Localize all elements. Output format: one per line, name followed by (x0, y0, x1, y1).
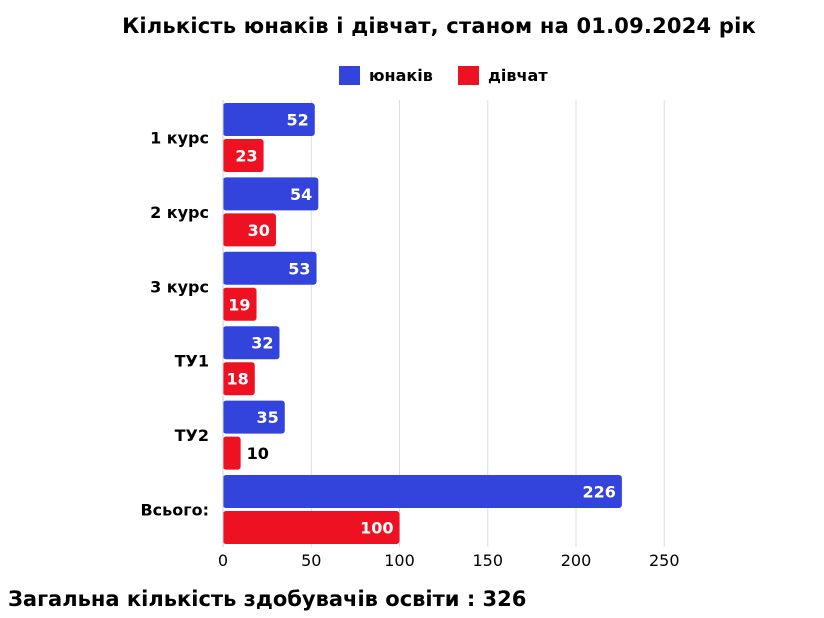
axes: 0 50 100 150 200 250 1 курс 2 курс 3 курс ТУ1 ТУ2 В… (140, 100, 680, 570)
category-label: ТУ1 (175, 352, 209, 371)
data-label: 23 (235, 147, 257, 166)
x-tick-label: 100 (384, 551, 415, 570)
total-students-summary: Загальна кількість здобувачів освіти : 3… (8, 587, 527, 611)
category-label: Всього: (140, 501, 209, 520)
bar-boys (223, 251, 317, 285)
data-label: 226 (582, 483, 615, 502)
bar-boys (223, 475, 622, 508)
chart-title: Кількість юнаків і дівчат, станом на 01.… (122, 14, 756, 38)
legend-swatch (339, 66, 360, 85)
data-label: 52 (287, 111, 309, 130)
bar-boys (223, 400, 285, 434)
bar-boys (223, 326, 280, 360)
bar-girls (223, 213, 276, 247)
x-tick-label: 250 (649, 551, 680, 570)
bar-girls (223, 139, 264, 172)
data-label: 10 (247, 444, 269, 463)
legend-label: юнаків (369, 66, 433, 85)
data-label: 32 (251, 334, 273, 353)
legend: юнаків дівчат (339, 66, 548, 85)
data-label: 54 (290, 185, 312, 204)
x-tick-label: 150 (472, 551, 503, 570)
category-label: 3 курс (150, 277, 209, 296)
legend-label: дівчат (488, 66, 548, 85)
bar-boys (223, 177, 319, 211)
data-label: 100 (360, 519, 393, 538)
x-tick-label: 50 (301, 551, 321, 570)
data-label: 18 (227, 370, 249, 389)
bar-boys (223, 103, 315, 136)
data-label: 30 (248, 221, 270, 240)
category-label: ТУ2 (175, 426, 209, 445)
data-label: 53 (288, 259, 310, 278)
x-tick-label: 0 (218, 551, 228, 570)
bar-girls (223, 511, 400, 544)
bar-girls (223, 362, 255, 396)
bar-girls (223, 287, 257, 321)
data-label: 19 (228, 295, 250, 314)
category-label: 1 курс (150, 129, 209, 148)
bars (223, 103, 622, 544)
x-tick-label: 200 (561, 551, 592, 570)
grid (310, 100, 665, 547)
legend-swatch (458, 66, 479, 85)
data-label: 35 (257, 408, 279, 427)
category-label: 2 курс (150, 203, 209, 222)
bar-girls (223, 436, 241, 470)
